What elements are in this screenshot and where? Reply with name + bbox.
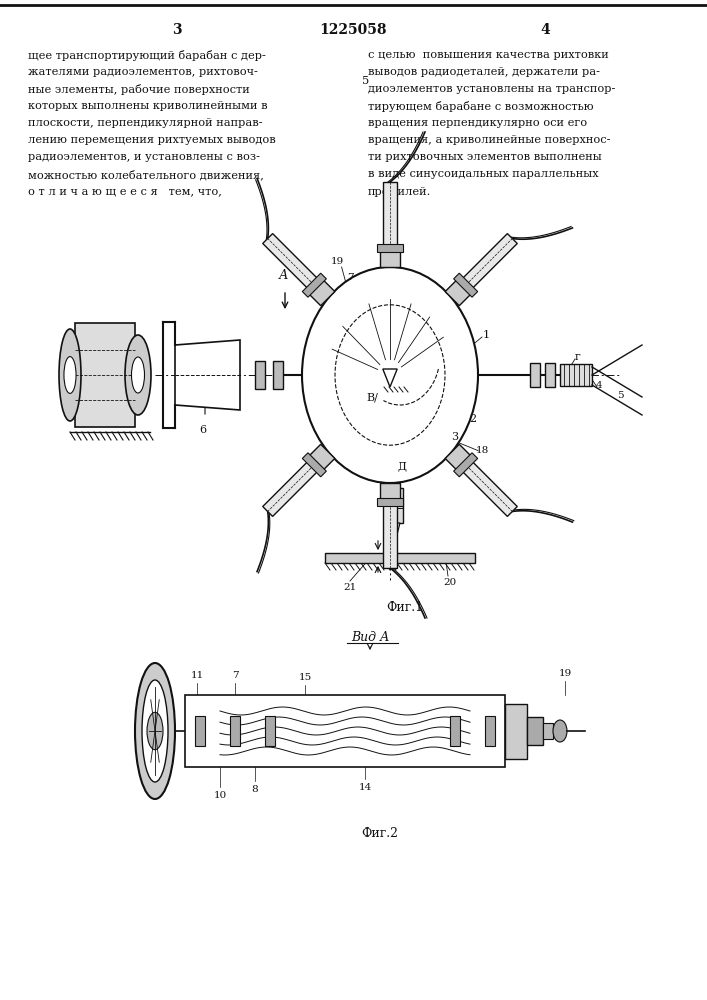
Text: 6: 6 bbox=[199, 425, 206, 435]
Text: 5: 5 bbox=[362, 76, 369, 86]
Bar bbox=[527, 717, 543, 745]
Polygon shape bbox=[445, 444, 474, 473]
Text: 15: 15 bbox=[298, 672, 312, 682]
Text: в виде синусоидальных параллельных: в виде синусоидальных параллельных bbox=[368, 169, 599, 179]
Bar bbox=[265, 716, 275, 746]
Polygon shape bbox=[303, 273, 327, 297]
Text: с целью  повышения качества рихтовки: с целью повышения качества рихтовки bbox=[368, 50, 609, 60]
Text: 18: 18 bbox=[476, 446, 489, 455]
Text: 19: 19 bbox=[331, 257, 344, 266]
Text: 7: 7 bbox=[232, 670, 238, 680]
Ellipse shape bbox=[142, 680, 168, 782]
Text: плоскости, перпендикулярной направ-: плоскости, перпендикулярной направ- bbox=[28, 118, 262, 128]
Ellipse shape bbox=[135, 663, 175, 799]
Ellipse shape bbox=[64, 357, 76, 393]
Text: 7: 7 bbox=[347, 273, 354, 282]
Polygon shape bbox=[263, 461, 319, 516]
Text: 5: 5 bbox=[617, 390, 624, 399]
Polygon shape bbox=[377, 244, 403, 252]
Bar bbox=[195, 716, 205, 746]
Ellipse shape bbox=[125, 335, 151, 415]
Ellipse shape bbox=[302, 267, 478, 483]
Polygon shape bbox=[377, 498, 403, 506]
Text: профилей.: профилей. bbox=[368, 186, 431, 197]
Text: о т л и ч а ю щ е е с я   тем, что,: о т л и ч а ю щ е е с я тем, что, bbox=[28, 186, 222, 196]
Text: Фиг.1: Фиг.1 bbox=[387, 601, 423, 614]
Text: 3: 3 bbox=[452, 432, 459, 442]
Text: 1: 1 bbox=[483, 330, 490, 340]
Bar bbox=[560, 364, 592, 386]
Bar bbox=[325, 553, 475, 563]
Bar bbox=[255, 361, 265, 389]
Text: радиоэлементов, и установлены с воз-: радиоэлементов, и установлены с воз- bbox=[28, 152, 260, 162]
Text: вращения перпендикулярно оси его: вращения перпендикулярно оси его bbox=[368, 118, 587, 128]
Ellipse shape bbox=[553, 720, 567, 742]
Text: Фиг.2: Фиг.2 bbox=[361, 827, 399, 840]
Ellipse shape bbox=[132, 357, 144, 393]
Text: t: t bbox=[381, 555, 385, 565]
Text: щее транспортирующий барабан с дер-: щее транспортирующий барабан с дер- bbox=[28, 50, 266, 61]
Ellipse shape bbox=[59, 329, 81, 421]
Bar bbox=[530, 363, 540, 387]
Bar bbox=[505, 704, 527, 759]
Text: диоэлементов установлены на транспор-: диоэлементов установлены на транспор- bbox=[368, 84, 615, 94]
Text: 4: 4 bbox=[540, 23, 550, 37]
Text: ти рихтовочных элементов выполнены: ти рихтовочных элементов выполнены bbox=[368, 152, 602, 162]
Text: которых выполнены криволинейными в: которых выполнены криволинейными в bbox=[28, 101, 268, 111]
Polygon shape bbox=[380, 247, 400, 267]
Bar bbox=[387, 488, 403, 523]
Bar bbox=[485, 716, 495, 746]
Polygon shape bbox=[454, 273, 478, 297]
Text: лению перемещения рихтуемых выводов: лению перемещения рихтуемых выводов bbox=[28, 135, 276, 145]
Text: вращения, а криволинейные поверхнос-: вращения, а криволинейные поверхнос- bbox=[368, 135, 611, 145]
Polygon shape bbox=[383, 182, 397, 247]
Text: можностью колебательного движения,: можностью колебательного движения, bbox=[28, 169, 264, 180]
Polygon shape bbox=[462, 234, 518, 289]
Text: 4: 4 bbox=[596, 380, 602, 389]
Text: тирующем барабане с возможностью: тирующем барабане с возможностью bbox=[368, 101, 594, 112]
Text: выводов радиодеталей, держатели ра-: выводов радиодеталей, держатели ра- bbox=[368, 67, 600, 77]
Polygon shape bbox=[263, 234, 319, 289]
Bar bbox=[450, 716, 460, 746]
Bar bbox=[543, 723, 553, 739]
Polygon shape bbox=[383, 503, 397, 568]
Polygon shape bbox=[303, 453, 327, 477]
Bar bbox=[230, 716, 240, 746]
Text: ные элементы, рабочие поверхности: ные элементы, рабочие поверхности bbox=[28, 84, 250, 95]
Bar bbox=[75, 323, 135, 427]
Text: 1225058: 1225058 bbox=[320, 23, 387, 37]
Polygon shape bbox=[382, 369, 397, 387]
Text: 14: 14 bbox=[358, 782, 372, 792]
Text: В/: В/ bbox=[366, 392, 378, 402]
Polygon shape bbox=[307, 444, 335, 473]
Text: 11: 11 bbox=[190, 670, 204, 680]
Polygon shape bbox=[307, 277, 335, 306]
Text: 10: 10 bbox=[214, 790, 227, 800]
Text: 20: 20 bbox=[443, 578, 457, 587]
Polygon shape bbox=[445, 277, 474, 306]
Text: жателями радиоэлементов, рихтовоч-: жателями радиоэлементов, рихтовоч- bbox=[28, 67, 258, 77]
Text: 8: 8 bbox=[252, 784, 258, 794]
Bar bbox=[273, 361, 283, 389]
Text: б: б bbox=[475, 479, 481, 488]
Text: 17: 17 bbox=[458, 466, 472, 475]
Bar bbox=[545, 363, 555, 387]
Polygon shape bbox=[380, 483, 400, 503]
Text: 3: 3 bbox=[173, 23, 182, 37]
Polygon shape bbox=[390, 523, 400, 543]
Polygon shape bbox=[462, 461, 518, 516]
Polygon shape bbox=[454, 453, 478, 477]
Text: Вид А: Вид А bbox=[351, 631, 390, 644]
Ellipse shape bbox=[147, 712, 163, 750]
Text: 19: 19 bbox=[559, 668, 572, 678]
Text: Д: Д bbox=[397, 461, 407, 471]
Text: г: г bbox=[575, 352, 580, 362]
Bar bbox=[185, 695, 505, 767]
Polygon shape bbox=[175, 340, 240, 410]
Text: 21: 21 bbox=[344, 583, 356, 592]
Text: 2: 2 bbox=[469, 414, 477, 424]
Text: А: А bbox=[279, 269, 288, 282]
